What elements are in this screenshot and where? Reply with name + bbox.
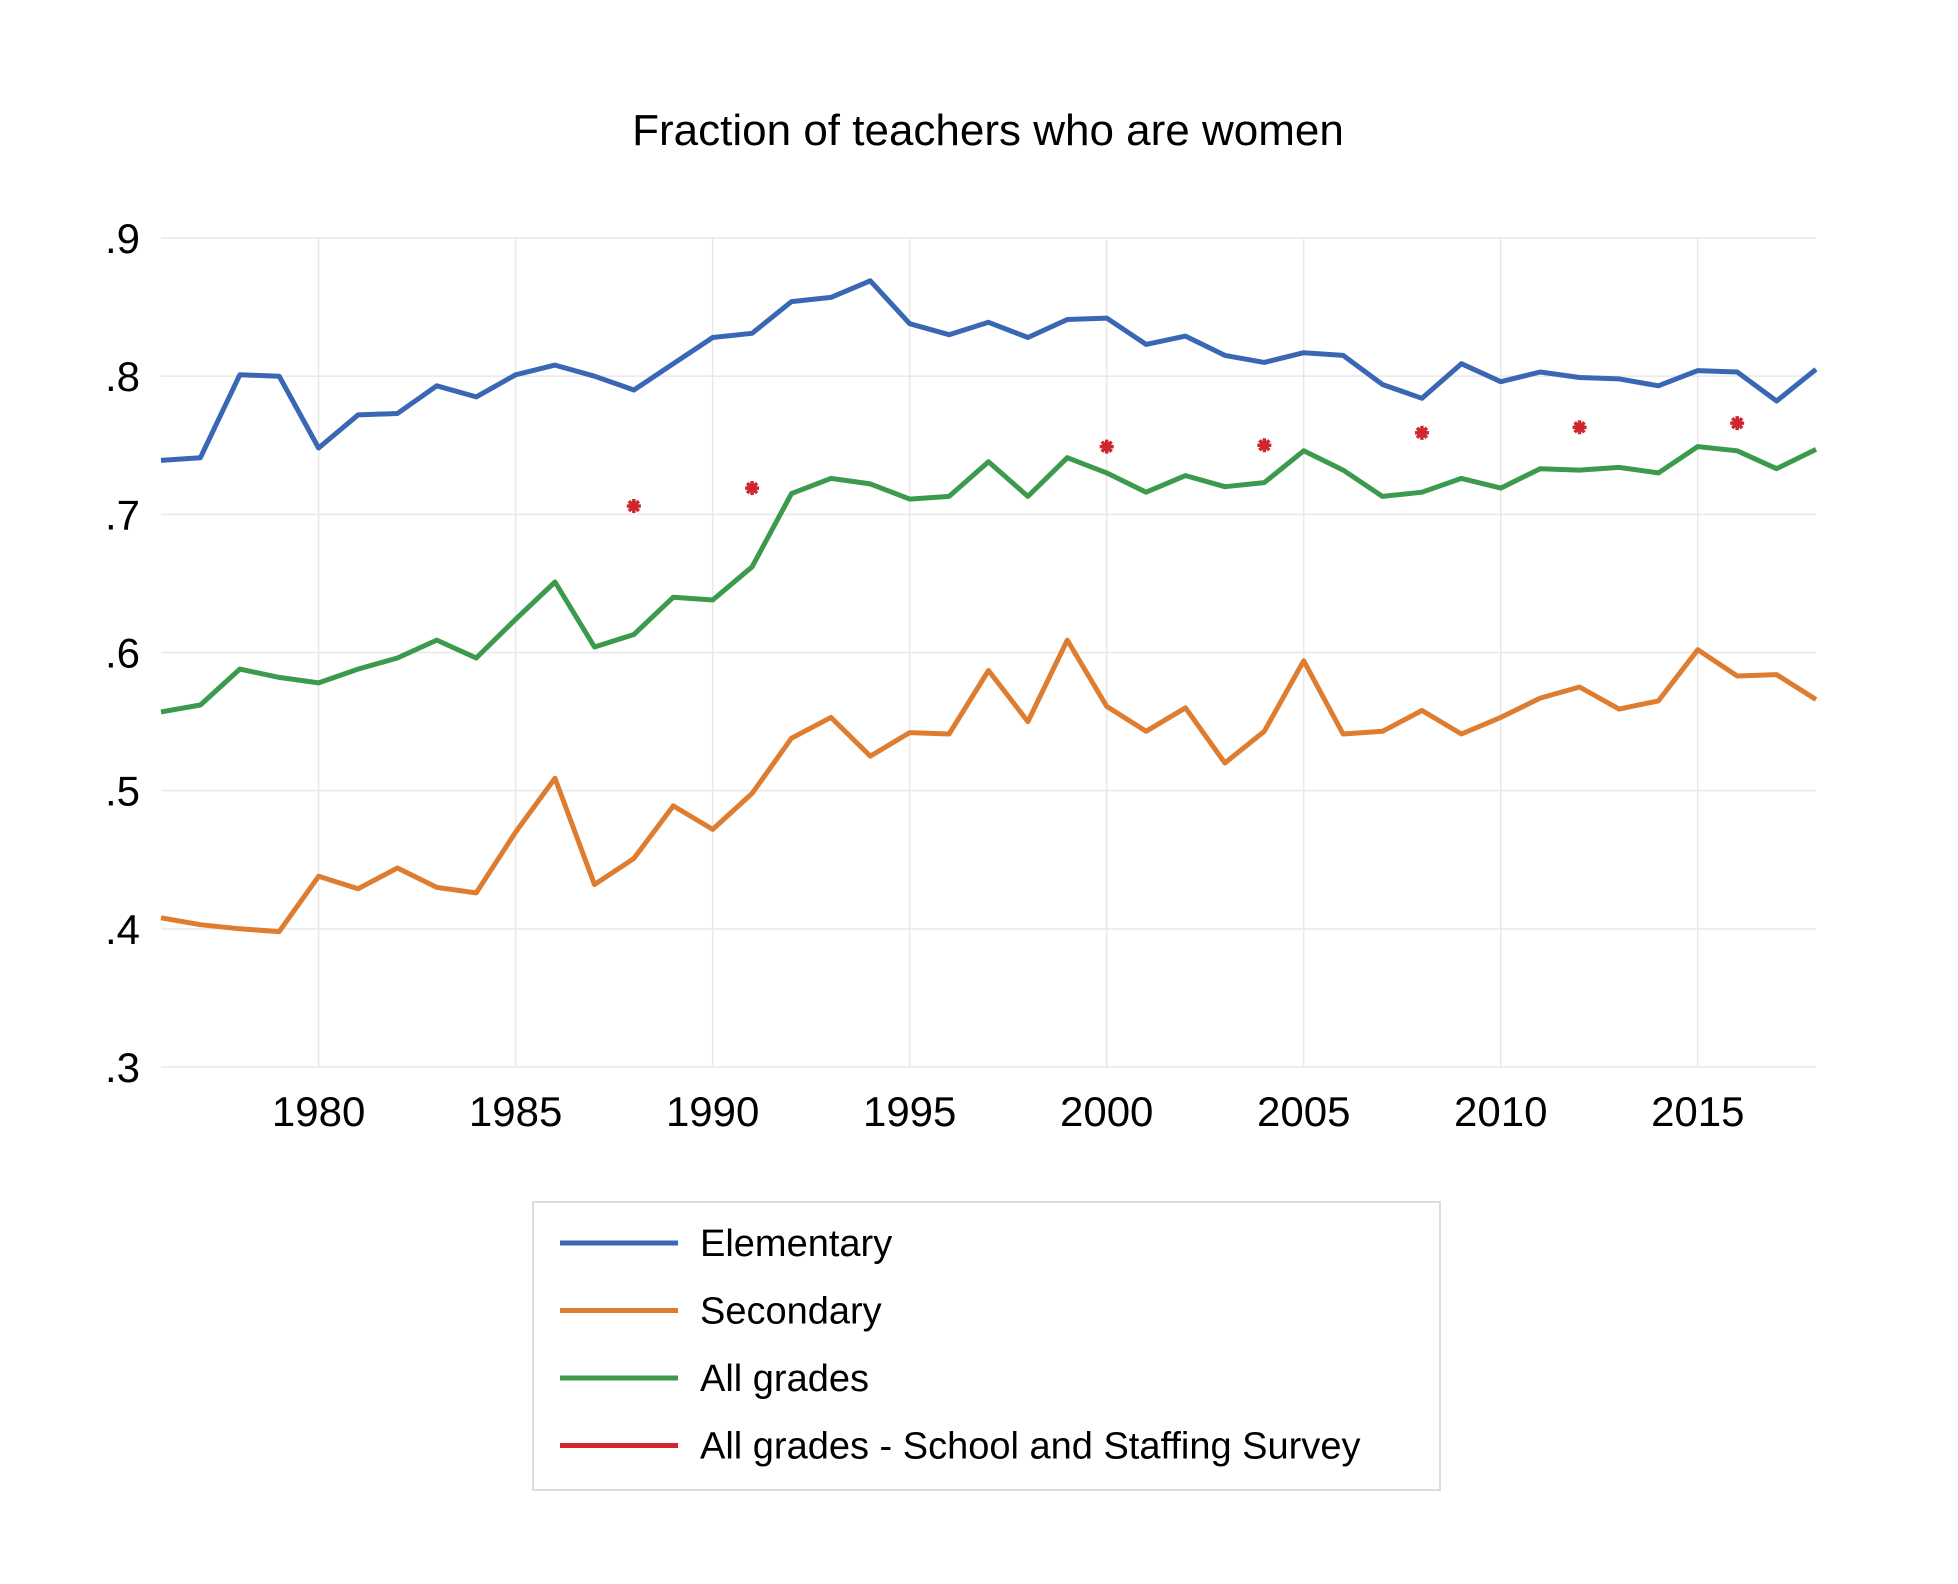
legend-item: All grades: [560, 1358, 869, 1400]
data-point-all-grades-school-and-staffing-survey: [1572, 420, 1587, 435]
x-tick-label: 2010: [1454, 1088, 1547, 1135]
legend-item: Elementary: [560, 1223, 892, 1265]
y-tick-label: .5: [105, 768, 140, 815]
star-marker-stroke: [745, 481, 759, 495]
x-tick-label: 1990: [666, 1088, 759, 1135]
star-marker-stroke: [627, 499, 641, 513]
y-tick-label: .8: [105, 353, 140, 400]
series-line-all-grades: [160, 444, 1818, 715]
star-marker-stroke: [1573, 421, 1586, 434]
data-point-all-grades-school-and-staffing-survey: [1414, 425, 1429, 440]
legend-label: Elementary: [700, 1223, 892, 1265]
y-tick-label: .9: [105, 215, 140, 262]
x-axis: 1980 1985 1990 1995 2000 2005 2010 2015: [272, 1088, 1745, 1135]
legend-label: All grades - School and Staffing Survey: [700, 1426, 1360, 1468]
legend-box: [532, 1201, 1441, 1491]
x-tick-label: 1985: [469, 1088, 562, 1135]
legend-label: Secondary: [700, 1291, 882, 1333]
legend-item: Secondary: [560, 1291, 882, 1333]
chart-title: Fraction of teachers who are women: [632, 106, 1344, 155]
x-tick-label: 2015: [1651, 1088, 1744, 1135]
data-point-all-grades-school-and-staffing-survey: [626, 499, 641, 514]
y-tick-label: .6: [105, 630, 140, 677]
data-point-all-grades-school-and-staffing-survey: [1257, 438, 1272, 453]
series-group: [160, 278, 1818, 935]
star-marker-stroke: [1731, 416, 1744, 430]
legend: Elementary Secondary All grades All grades …: [532, 1201, 1441, 1491]
star-marker-stroke: [1258, 439, 1271, 452]
y-tick-label: .3: [105, 1044, 140, 1091]
data-point-all-grades-school-and-staffing-survey: [1730, 416, 1745, 431]
y-axis: .3 .4 .5 .6 .7 .8 .9: [105, 215, 140, 1091]
y-tick-label: .4: [105, 906, 140, 953]
series-line-elementary: [160, 278, 1818, 463]
x-tick-label: 2005: [1257, 1088, 1350, 1135]
star-marker-stroke: [1415, 426, 1429, 440]
star-marker-stroke: [1100, 440, 1113, 453]
data-point-all-grades-school-and-staffing-survey: [745, 481, 760, 496]
x-tick-label: 2000: [1060, 1088, 1153, 1135]
y-tick-label: .7: [105, 491, 140, 538]
x-tick-label: 1980: [272, 1088, 365, 1135]
data-point-all-grades-school-and-staffing-survey: [1099, 439, 1114, 454]
x-tick-label: 1995: [863, 1088, 956, 1135]
series-line-secondary: [160, 637, 1818, 935]
legend-label: All grades: [700, 1358, 869, 1400]
legend-item: All grades - School and Staffing Survey: [560, 1426, 1360, 1468]
